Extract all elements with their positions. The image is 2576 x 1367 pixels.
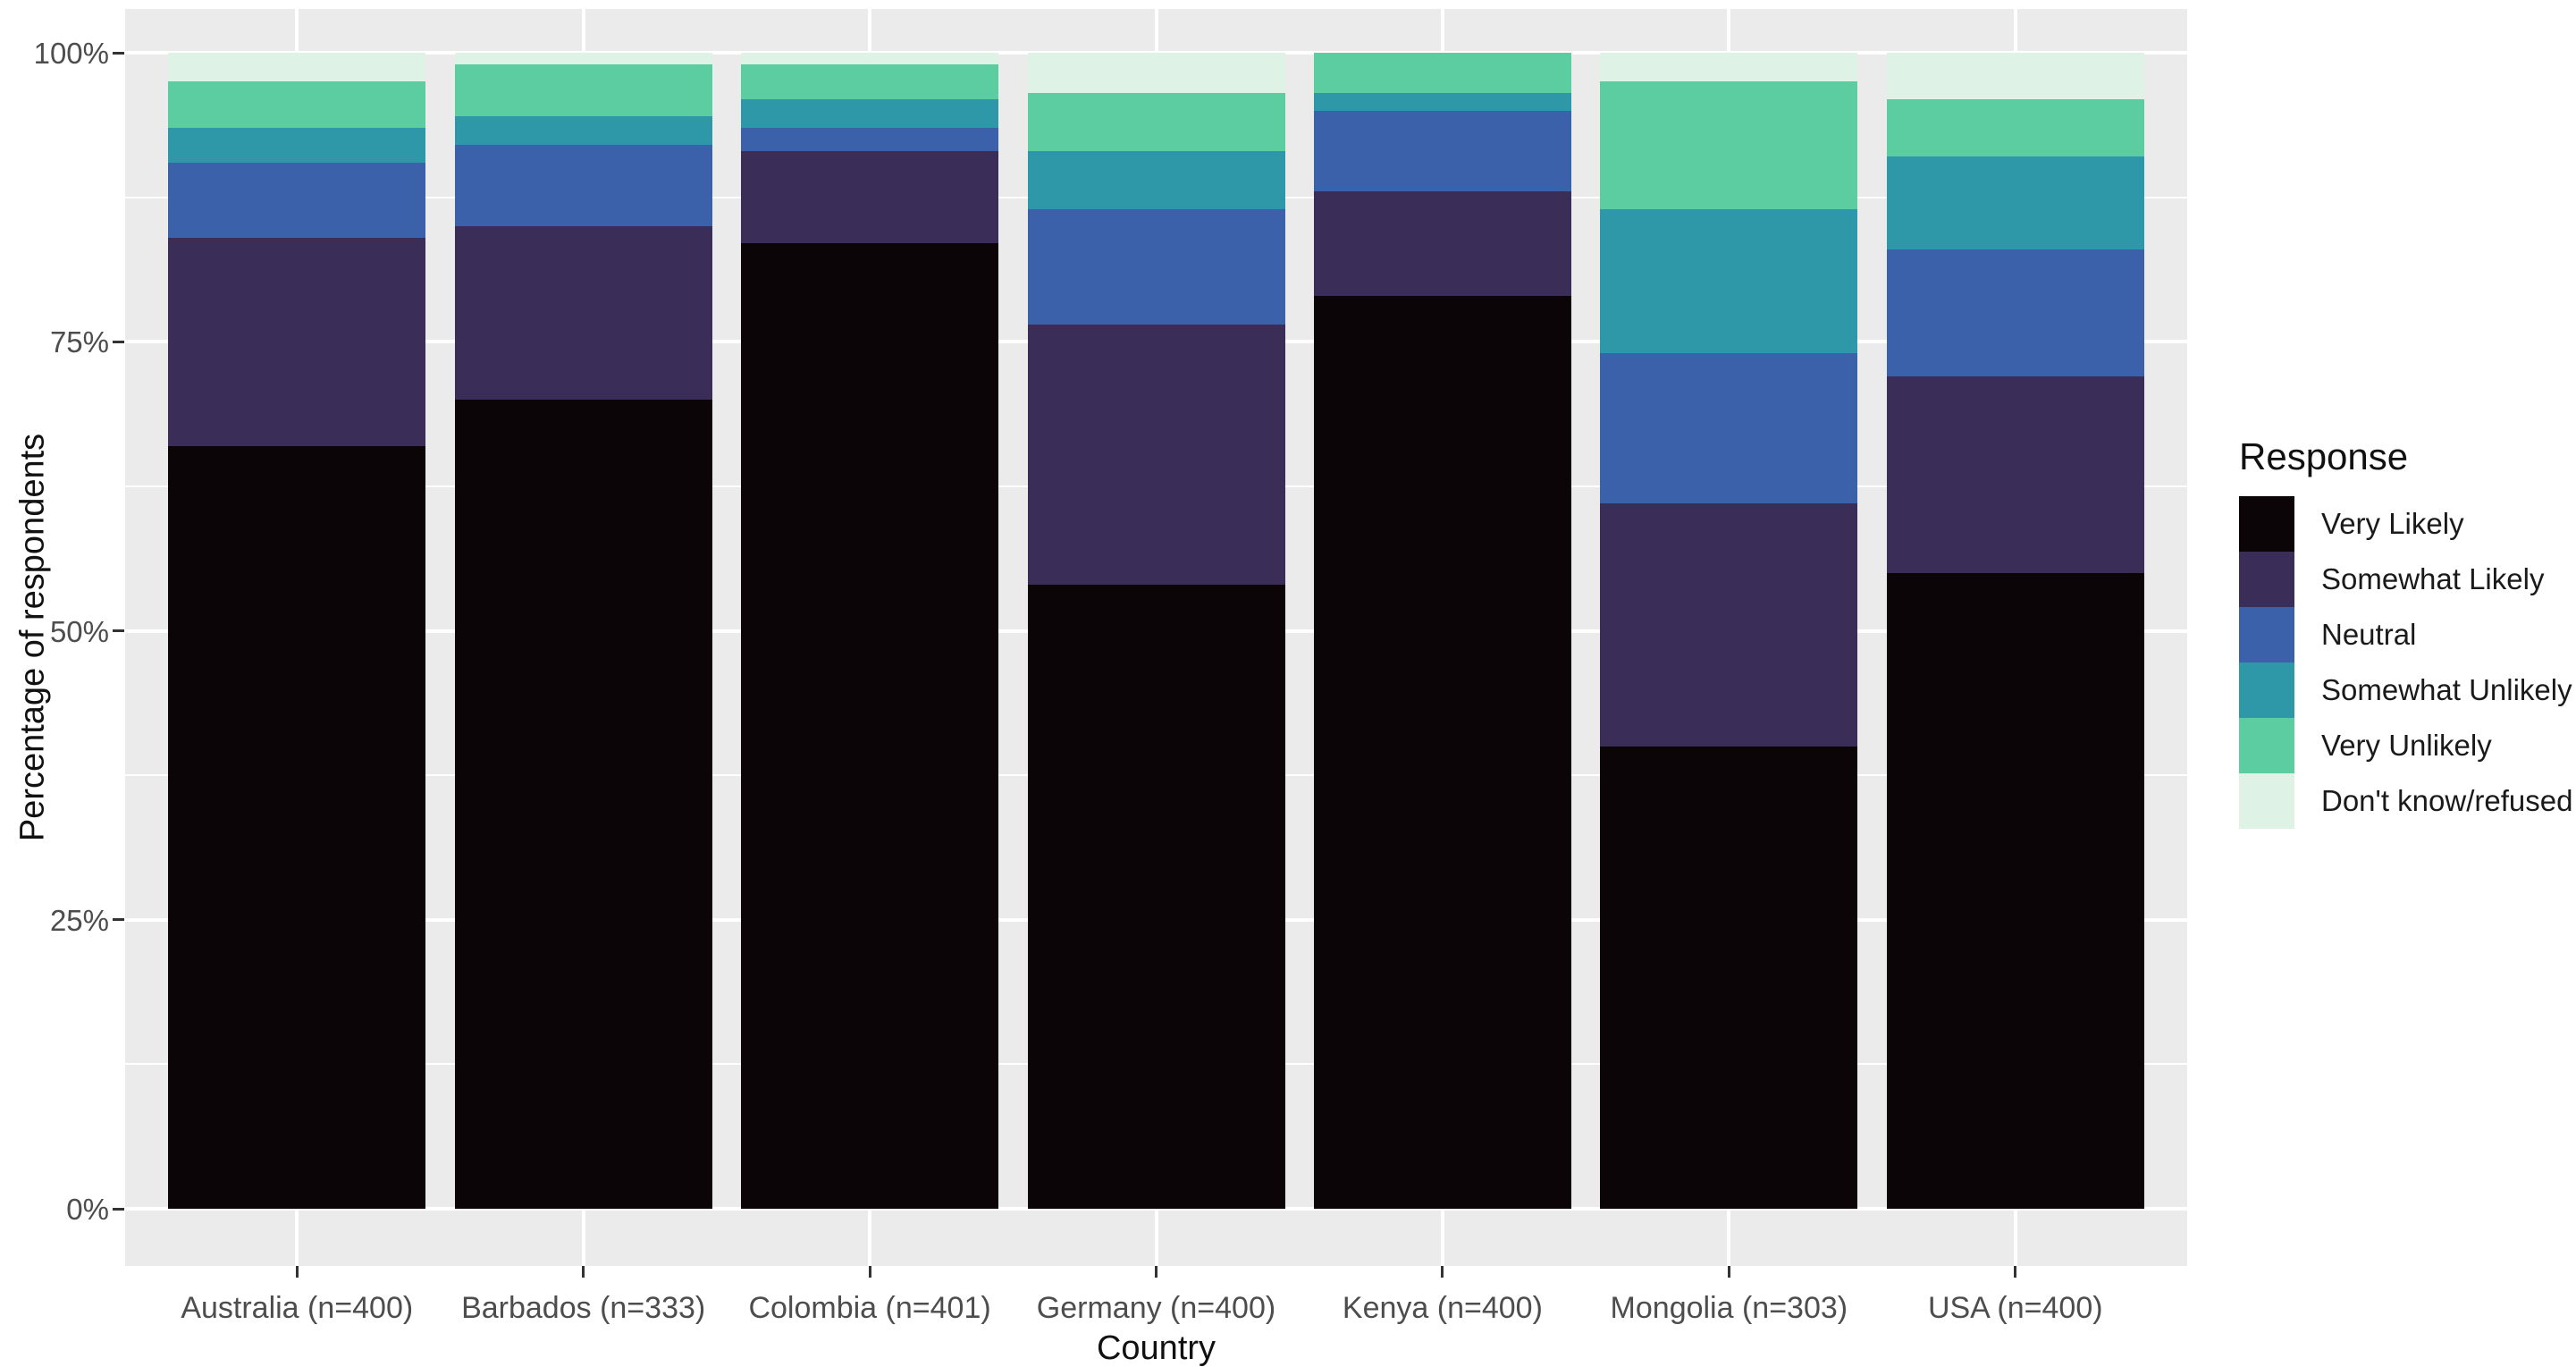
segment-very-likely — [454, 399, 712, 1209]
legend-swatch — [2239, 552, 2294, 607]
bar-kenya — [1313, 53, 1571, 1209]
legend: Response Very Likely Somewhat Likely Neutr… — [2239, 435, 2576, 829]
legend-swatch — [2239, 773, 2294, 829]
segment-somewhat-likely — [168, 237, 426, 446]
y-tick-label: 0% — [66, 1193, 109, 1226]
segment-neutral — [168, 162, 426, 238]
segment-very-unlikely — [741, 63, 999, 99]
segment-somewhat-likely — [1313, 191, 1571, 296]
y-axis-tick — [113, 340, 124, 343]
segment-very-likely — [1600, 746, 1858, 1209]
x-axis-tick — [868, 1266, 871, 1278]
legend-item: Very Unlikely — [2239, 718, 2576, 773]
bar-barbados — [454, 53, 712, 1209]
legend-item: Don't know/refused — [2239, 773, 2576, 829]
segment-somewhat-unlikely — [741, 98, 999, 129]
legend-label: Neutral — [2321, 618, 2417, 651]
legend-label: Don't know/refused — [2321, 784, 2573, 817]
x-tick-label: USA (n=400) — [1927, 1291, 2103, 1325]
plot-panel — [125, 9, 2187, 1266]
x-tick-label: Australia (n=400) — [181, 1291, 414, 1325]
segment-very-unlikely — [454, 63, 712, 117]
x-tick-label: Barbados (n=333) — [461, 1291, 706, 1325]
segment-neutral — [1886, 249, 2144, 377]
segment-very-likely — [741, 243, 999, 1209]
segment-don-t-know-refused — [168, 53, 426, 82]
x-tick-label: Kenya (n=400) — [1342, 1291, 1543, 1325]
x-tick-label: Mongolia (n=303) — [1610, 1291, 1848, 1325]
segment-very-unlikely — [1600, 81, 1858, 209]
legend-item: Very Likely — [2239, 496, 2576, 552]
segment-very-unlikely — [168, 81, 426, 129]
x-tick-label: Germany (n=400) — [1036, 1291, 1276, 1325]
segment-very-likely — [1027, 584, 1285, 1209]
segment-don-t-know-refused — [1886, 53, 2144, 99]
segment-don-t-know-refused — [454, 53, 712, 64]
segment-don-t-know-refused — [1027, 53, 1285, 94]
segment-somewhat-unlikely — [168, 128, 426, 163]
x-axis-tick — [295, 1266, 299, 1278]
legend-item: Neutral — [2239, 607, 2576, 662]
y-major-gridline — [125, 51, 2187, 55]
legend-label: Very Likely — [2321, 507, 2464, 540]
y-axis-tick — [113, 51, 124, 55]
y-axis-tick — [113, 1207, 124, 1211]
bar-australia — [168, 53, 426, 1209]
x-axis-tick — [1727, 1266, 1730, 1278]
segment-somewhat-likely — [454, 225, 712, 400]
segment-very-unlikely — [1027, 93, 1285, 151]
segment-neutral — [1313, 110, 1571, 192]
segment-somewhat-unlikely — [1313, 93, 1571, 111]
x-axis-tick — [582, 1266, 585, 1278]
legend-swatch — [2239, 662, 2294, 718]
bar-germany — [1027, 53, 1285, 1209]
segment-somewhat-unlikely — [1600, 208, 1858, 354]
segment-somewhat-likely — [741, 150, 999, 244]
segment-somewhat-unlikely — [1886, 156, 2144, 249]
legend-swatch — [2239, 718, 2294, 773]
legend-item: Somewhat Likely — [2239, 552, 2576, 607]
x-axis-tick — [1441, 1266, 1444, 1278]
segment-neutral — [741, 128, 999, 151]
y-tick-label: 50% — [49, 614, 109, 648]
x-axis-tick — [2014, 1266, 2017, 1278]
legend-title: Response — [2239, 435, 2409, 477]
x-tick-label: Colombia (n=401) — [748, 1291, 991, 1325]
segment-don-t-know-refused — [741, 53, 999, 64]
legend-label: Very Unlikely — [2321, 729, 2492, 762]
x-axis-tick — [1155, 1266, 1158, 1278]
segment-very-likely — [1313, 295, 1571, 1209]
segment-somewhat-unlikely — [1027, 150, 1285, 209]
bar-colombia — [741, 53, 999, 1209]
segment-very-unlikely — [1313, 53, 1571, 94]
y-tick-label: 25% — [49, 903, 109, 937]
segment-very-likely — [1886, 572, 2144, 1209]
y-tick-label: 75% — [49, 325, 109, 359]
segment-very-unlikely — [1886, 98, 2144, 157]
y-axis-title: Percentage of respondents — [13, 433, 52, 842]
legend-items: Very Likely Somewhat Likely Neutral Somewha… — [2239, 496, 2576, 829]
segment-neutral — [454, 145, 712, 226]
x-axis-title: Country — [1096, 1329, 1216, 1367]
y-tick-label: 100% — [33, 37, 109, 70]
bar-usa — [1886, 53, 2144, 1209]
segment-somewhat-likely — [1027, 324, 1285, 585]
legend-item: Somewhat Unlikely — [2239, 662, 2576, 718]
segment-somewhat-likely — [1886, 376, 2144, 573]
segment-very-likely — [168, 445, 426, 1209]
segment-somewhat-unlikely — [454, 116, 712, 146]
segment-don-t-know-refused — [1600, 53, 1858, 82]
legend-label: Somewhat Unlikely — [2321, 673, 2572, 706]
y-axis-tick — [113, 918, 124, 922]
segment-neutral — [1600, 353, 1858, 504]
bar-mongolia — [1600, 53, 1858, 1209]
legend-label: Somewhat Likely — [2321, 562, 2545, 595]
legend-swatch — [2239, 607, 2294, 662]
y-axis-tick — [113, 629, 124, 632]
segment-neutral — [1027, 208, 1285, 325]
y-major-gridline — [125, 1207, 2187, 1211]
segment-somewhat-likely — [1600, 503, 1858, 747]
legend-swatch — [2239, 496, 2294, 552]
